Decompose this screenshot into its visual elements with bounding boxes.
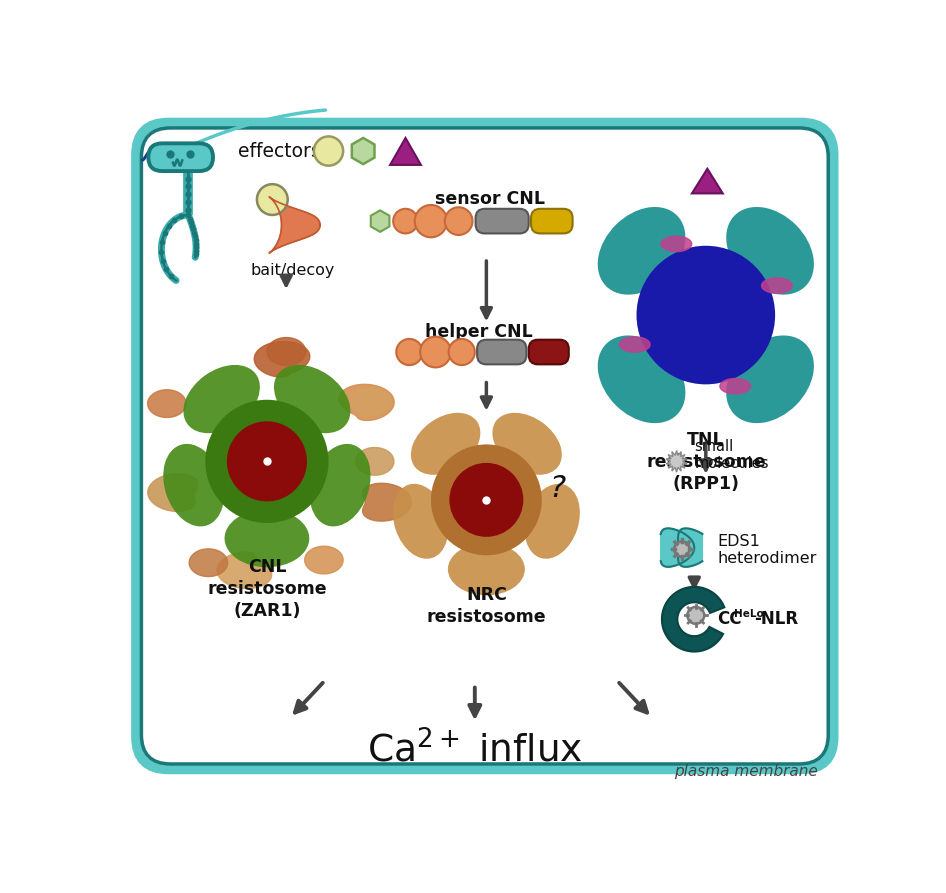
- Polygon shape: [692, 169, 723, 194]
- Polygon shape: [305, 547, 343, 574]
- Text: CC: CC: [717, 610, 742, 628]
- Text: NRC
resistosome: NRC resistosome: [427, 586, 546, 626]
- Ellipse shape: [727, 207, 814, 295]
- Ellipse shape: [447, 543, 525, 596]
- Text: Ca$^{2+}$ influx: Ca$^{2+}$ influx: [367, 730, 583, 770]
- FancyBboxPatch shape: [476, 209, 529, 233]
- FancyBboxPatch shape: [477, 339, 526, 364]
- Polygon shape: [339, 384, 394, 421]
- Ellipse shape: [411, 413, 481, 475]
- Polygon shape: [390, 138, 421, 165]
- Text: CNL
resistosome
(ZAR1): CNL resistosome (ZAR1): [207, 557, 326, 620]
- Text: -NLR: -NLR: [754, 610, 798, 628]
- Circle shape: [448, 339, 475, 365]
- Ellipse shape: [492, 413, 562, 475]
- Circle shape: [396, 339, 423, 365]
- Circle shape: [445, 207, 472, 235]
- Polygon shape: [351, 388, 390, 415]
- Text: helper CNL: helper CNL: [425, 322, 533, 341]
- Circle shape: [449, 463, 523, 537]
- Polygon shape: [662, 587, 725, 652]
- Polygon shape: [218, 552, 272, 588]
- Ellipse shape: [598, 336, 686, 423]
- Polygon shape: [148, 389, 186, 417]
- Circle shape: [688, 607, 704, 624]
- Ellipse shape: [525, 484, 580, 559]
- Polygon shape: [362, 483, 412, 522]
- Ellipse shape: [164, 444, 224, 526]
- Polygon shape: [371, 211, 390, 232]
- Circle shape: [314, 137, 343, 166]
- Text: HeLo: HeLo: [733, 609, 763, 619]
- Text: ?: ?: [549, 474, 566, 503]
- FancyBboxPatch shape: [149, 144, 213, 171]
- Polygon shape: [254, 341, 309, 377]
- Circle shape: [637, 246, 775, 384]
- Text: EDS1
heterodimer: EDS1 heterodimer: [717, 534, 816, 566]
- Text: plasma membrane: plasma membrane: [674, 764, 818, 779]
- Polygon shape: [678, 529, 702, 567]
- FancyBboxPatch shape: [529, 339, 569, 364]
- Polygon shape: [661, 237, 692, 252]
- Ellipse shape: [598, 207, 686, 295]
- Ellipse shape: [184, 365, 260, 433]
- Polygon shape: [660, 529, 694, 567]
- Circle shape: [414, 205, 447, 238]
- Text: small
molecules: small molecules: [694, 439, 769, 472]
- Text: bait/decoy: bait/decoy: [250, 263, 335, 279]
- Circle shape: [257, 184, 288, 215]
- Circle shape: [205, 400, 328, 523]
- Polygon shape: [720, 379, 751, 394]
- Circle shape: [227, 421, 307, 501]
- Ellipse shape: [274, 365, 350, 433]
- Ellipse shape: [224, 510, 309, 567]
- Polygon shape: [762, 278, 793, 293]
- Text: sensor CNL: sensor CNL: [435, 190, 545, 208]
- Polygon shape: [666, 451, 687, 472]
- Polygon shape: [620, 337, 650, 352]
- Polygon shape: [356, 447, 394, 475]
- Polygon shape: [270, 197, 320, 253]
- FancyBboxPatch shape: [531, 209, 572, 233]
- Ellipse shape: [309, 444, 371, 526]
- Circle shape: [431, 445, 542, 555]
- Text: TNL
resistosome
(RPP1): TNL resistosome (RPP1): [646, 430, 765, 493]
- Circle shape: [420, 337, 451, 367]
- Ellipse shape: [393, 484, 448, 559]
- Polygon shape: [189, 549, 228, 577]
- Circle shape: [394, 209, 418, 233]
- Polygon shape: [148, 473, 198, 512]
- Circle shape: [674, 541, 690, 557]
- Text: effectors: effectors: [237, 142, 321, 161]
- Polygon shape: [352, 138, 375, 164]
- Polygon shape: [267, 338, 306, 365]
- Ellipse shape: [727, 336, 814, 423]
